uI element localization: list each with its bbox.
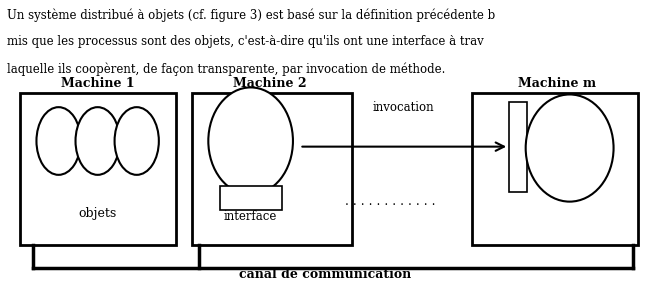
Bar [509, 102, 527, 192]
Bar [192, 93, 352, 245]
Text: invocation: invocation [373, 101, 434, 114]
Text: Machine m: Machine m [518, 77, 596, 90]
Text: . . . . . . . . . . . .: . . . . . . . . . . . . [345, 195, 436, 208]
Text: interface: interface [224, 210, 277, 223]
Ellipse shape [115, 107, 159, 175]
Bar [220, 186, 282, 210]
Bar [20, 93, 176, 245]
Ellipse shape [208, 87, 293, 195]
Ellipse shape [76, 107, 120, 175]
Text: mis que les processus sont des objets, c'est-à-dire qu'ils ont une interface à t: mis que les processus sont des objets, c… [7, 35, 483, 48]
Text: Un système distribué à objets (cf. figure 3) est basé sur la définition précéden: Un système distribué à objets (cf. figur… [7, 8, 495, 22]
Bar [472, 93, 638, 245]
Ellipse shape [526, 94, 613, 202]
Ellipse shape [36, 107, 81, 175]
Text: canal de communication: canal de communication [240, 268, 411, 281]
Text: Machine 1: Machine 1 [61, 77, 135, 90]
Text: objets: objets [79, 207, 117, 220]
Text: Machine 2: Machine 2 [233, 77, 307, 90]
Text: laquelle ils coopèrent, de façon transparente, par invocation de méthode.: laquelle ils coopèrent, de façon transpa… [7, 62, 445, 76]
